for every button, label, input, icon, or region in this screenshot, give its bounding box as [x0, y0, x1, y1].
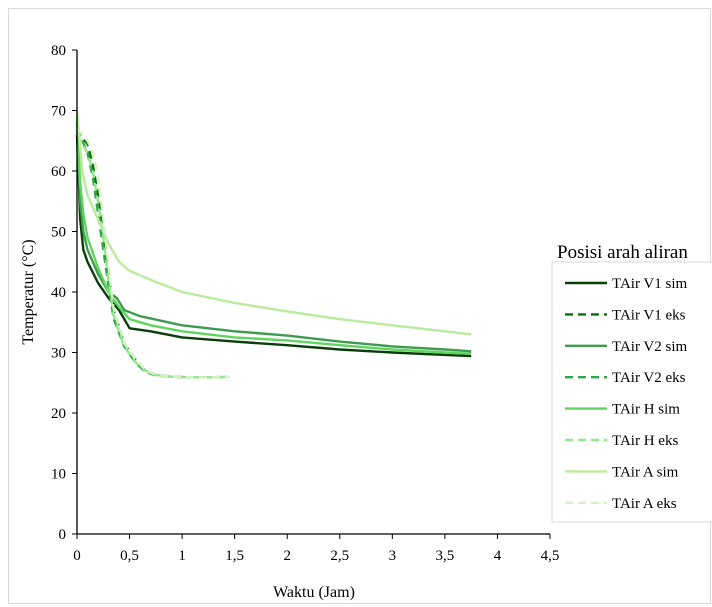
series-line: [75, 127, 230, 379]
x-tick-label: 2,5: [330, 548, 349, 564]
x-tick-label: 4,5: [541, 548, 560, 564]
y-tick-label: 0: [59, 527, 67, 543]
x-tick-label: 4: [494, 548, 502, 564]
series-line: [75, 116, 472, 355]
y-tick-label: 70: [51, 104, 66, 120]
x-tick-label: 3: [389, 548, 397, 564]
y-tick-label: 30: [51, 346, 66, 362]
legend-label: TAir A sim: [612, 464, 679, 480]
series-line: [75, 122, 472, 353]
legend-label: TAir V2 sim: [612, 339, 688, 355]
y-tick-label: 50: [51, 225, 66, 241]
x-tick-label: 1: [178, 548, 186, 564]
y-tick-label: 80: [51, 43, 66, 59]
tick-marks: 0 10 20 30 40 50 60 70 80 0 0,5 1 1,5 2 2,5 3 3,5 4 4,5: [51, 43, 559, 564]
series-line: [75, 134, 472, 358]
legend-label: TAir V1 sim: [612, 276, 688, 292]
plot-area: [75, 110, 472, 379]
y-tick-label: 40: [51, 285, 66, 301]
x-tick-label: 0: [73, 548, 81, 564]
x-tick-label: 2: [283, 548, 291, 564]
y-tick-label: 60: [51, 164, 66, 180]
legend-label: TAir V2 eks: [612, 370, 686, 386]
series-line: [75, 134, 230, 379]
x-tick-label: 1,5: [225, 548, 244, 564]
series-line: [75, 110, 472, 336]
legend-box: [551, 261, 712, 523]
y-axis-title: Temperatur (°C): [20, 239, 37, 344]
x-tick-label: 0,5: [120, 548, 139, 564]
y-tick-label: 20: [51, 406, 66, 422]
legend-title: Posisi arah aliran: [557, 242, 688, 263]
legend-label: TAir H eks: [612, 433, 678, 449]
legend: Posisi arah aliran TAir V1 sim TAir V1 ek…: [551, 242, 712, 523]
legend-label: TAir A eks: [612, 496, 677, 512]
y-tick-label: 10: [51, 467, 66, 483]
x-axis-title: Waktu (Jam): [273, 584, 355, 601]
legend-items: TAir V1 sim TAir V1 eks TAir V2 sim TAir V2…: [565, 276, 688, 512]
legend-label: TAir H sim: [612, 402, 680, 418]
series-line: [75, 128, 230, 379]
legend-label: TAir V1 eks: [612, 307, 686, 323]
x-tick-label: 3,5: [436, 548, 455, 564]
axes: [76, 50, 550, 535]
